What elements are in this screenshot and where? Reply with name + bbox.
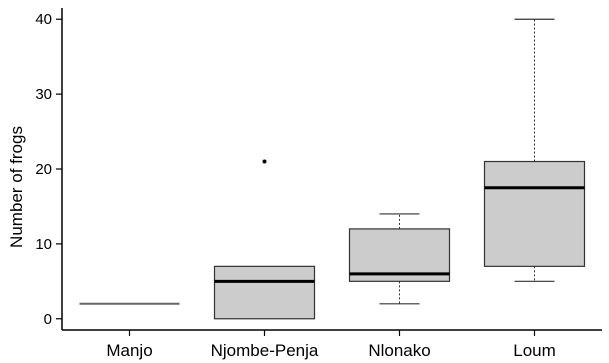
y-tick-label: 20 bbox=[35, 161, 52, 178]
y-tick-label: 30 bbox=[35, 86, 52, 103]
y-axis-title: Number of frogs bbox=[7, 126, 26, 248]
x-tick-label: Njombe-Penja bbox=[211, 341, 319, 360]
y-tick-label: 40 bbox=[35, 11, 52, 28]
y-tick-label: 0 bbox=[44, 311, 52, 328]
x-tick-label: Manjo bbox=[106, 341, 152, 360]
x-tick-label: Nlonako bbox=[368, 341, 430, 360]
x-tick-label: Loum bbox=[513, 341, 556, 360]
outlier-point-njombe-penja bbox=[262, 159, 267, 164]
box-loum bbox=[483, 160, 586, 267]
box-njombe-penja bbox=[213, 265, 316, 320]
plot-area: 0 10 20 30 40 Manjo Njombe-Penja Nlonako Loum bbox=[35, 8, 602, 360]
y-tick-label: 10 bbox=[35, 236, 52, 253]
